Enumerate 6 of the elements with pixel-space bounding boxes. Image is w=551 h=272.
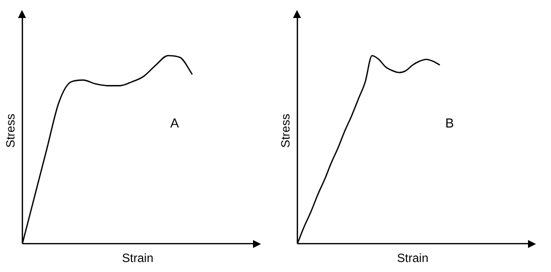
x-axis-title: Strain: [122, 251, 154, 266]
y-axis-title: Stress: [278, 114, 293, 148]
annotation: A: [170, 116, 180, 131]
x-axis-title: Strain: [397, 251, 428, 266]
y-axis-title: Stress: [4, 114, 18, 148]
annotation: B: [445, 116, 454, 131]
